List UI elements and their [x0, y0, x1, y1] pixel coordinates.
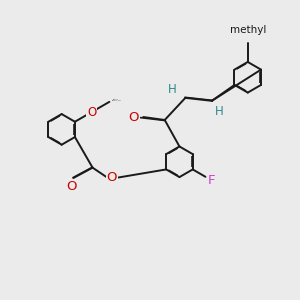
Text: methyl: methyl: [230, 26, 266, 35]
Text: H: H: [168, 82, 176, 95]
Text: O: O: [87, 106, 96, 119]
Text: O: O: [129, 110, 139, 124]
Text: methoxy: methoxy: [113, 98, 119, 100]
Text: methoxy_ch3: methoxy_ch3: [112, 99, 122, 101]
Text: O: O: [67, 180, 77, 193]
Text: O: O: [106, 172, 117, 184]
Text: H: H: [215, 105, 224, 118]
Text: F: F: [208, 174, 216, 187]
